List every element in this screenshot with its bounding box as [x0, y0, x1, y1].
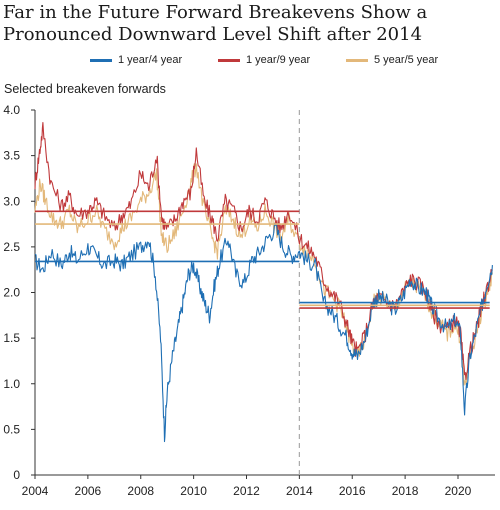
x-tick-label: 2008	[127, 484, 154, 498]
x-tick-label: 2004	[22, 484, 49, 498]
legend-item-5y5y: 5 year/5 year	[346, 54, 438, 66]
legend-item-1y4y: 1 year/4 year	[90, 54, 182, 66]
legend-label-1y4y: 1 year/4 year	[118, 54, 183, 66]
y-tick-label: 3.5	[3, 149, 20, 163]
chart-title: Far in the Future Forward Breakevens Sho…	[3, 2, 428, 45]
x-tick-label: 2018	[392, 484, 419, 498]
y-tick-label: 2.0	[3, 286, 20, 300]
x-tick-label: 2016	[339, 484, 366, 498]
legend-label-1y9y: 1 year/9 year	[246, 54, 311, 66]
y-tick-label: 4.0	[3, 103, 20, 117]
series-line-1y4y	[34, 223, 493, 443]
x-tick-label: 2012	[233, 484, 260, 498]
legend-label-5y5y: 5 year/5 year	[374, 54, 439, 66]
y-tick-label: 0.5	[3, 422, 20, 436]
x-tick-label: 2020	[445, 484, 472, 498]
y-tick-label: 3.0	[3, 194, 20, 208]
x-tick-label: 2010	[180, 484, 207, 498]
y-tick-label: 1.5	[3, 331, 20, 345]
y-tick-label: 0	[13, 468, 20, 482]
series-line-5y5y	[34, 163, 493, 386]
legend-swatch-1y4y	[90, 58, 112, 62]
x-tick-label: 2006	[75, 484, 102, 498]
y-tick-label: 1.0	[3, 377, 20, 391]
x-tick-label: 2014	[286, 484, 313, 498]
y-tick-label: 2.5	[3, 240, 20, 254]
legend-swatch-1y9y	[218, 58, 240, 62]
legend: 1 year/4 year 1 year/9 year 5 year/5 yea…	[0, 54, 500, 70]
legend-swatch-5y5y	[346, 58, 368, 62]
y-axis-label: Selected breakeven forwards	[4, 82, 166, 96]
legend-item-1y9y: 1 year/9 year	[218, 54, 310, 66]
